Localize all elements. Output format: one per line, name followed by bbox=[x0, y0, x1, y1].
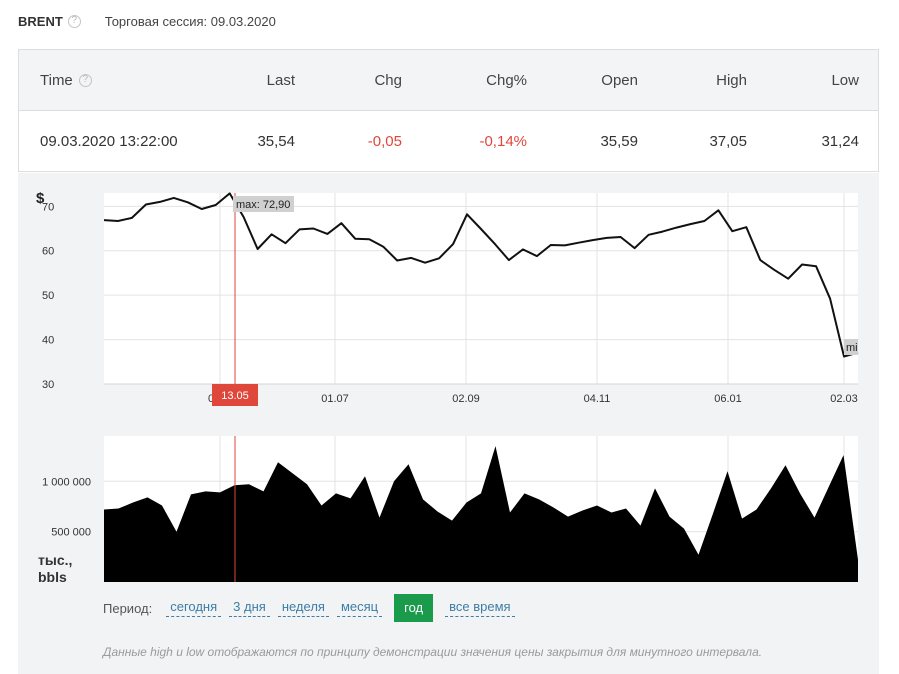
x-tick-label-fragment: 0 bbox=[208, 393, 214, 405]
y-axis-unit-label: $ bbox=[36, 190, 45, 207]
help-icon[interactable]: ? bbox=[67, 14, 81, 28]
cursor-date-label: 13.05 bbox=[221, 390, 249, 402]
x-tick-label: 01.07 bbox=[321, 393, 349, 405]
footnote: Данные high и low отображаются по принци… bbox=[103, 645, 763, 659]
y-tick-label: 30 bbox=[42, 379, 54, 391]
y-tick-label: 40 bbox=[42, 335, 54, 347]
min-label-box bbox=[844, 339, 858, 355]
quote-table: Time ? Last Chg Chg% Open High Low 09.03… bbox=[18, 49, 879, 172]
period-option-today[interactable]: сегодня bbox=[166, 599, 222, 617]
period-option-year[interactable]: год bbox=[394, 594, 434, 622]
x-tick-label: 02.09 bbox=[452, 393, 480, 405]
x-tick-label: 04.11 bbox=[584, 393, 611, 405]
instrument-header: BRENT ? Торговая сессия: 09.03.2020 bbox=[18, 11, 276, 31]
volume-unit-label: тыс., bbox=[38, 552, 72, 568]
period-option-week[interactable]: неделя bbox=[277, 599, 329, 617]
min-label: mi bbox=[846, 342, 858, 354]
column-header-chg-pct: Chg% bbox=[486, 71, 527, 89]
cell-open: 35,59 bbox=[600, 133, 638, 150]
column-header-high: High bbox=[716, 71, 747, 89]
table-row: 09.03.2020 13:22:00 35,54 -0,05 -0,14% 3… bbox=[19, 111, 878, 172]
period-label: Период: bbox=[103, 600, 153, 616]
y-tick-label: 50 bbox=[42, 290, 54, 302]
column-header-low: Low bbox=[831, 71, 859, 89]
cell-low: 31,24 bbox=[821, 133, 859, 150]
chart-panel: $30 40 50 60 70 01.07 02.09 04.11 06.01 02.03 0 max… bbox=[18, 173, 879, 674]
y-tick-label: 70 bbox=[42, 201, 54, 213]
period-option-all-time[interactable]: все время bbox=[445, 599, 515, 617]
cell-chg: -0,05 bbox=[367, 133, 402, 150]
max-label-box bbox=[233, 196, 294, 212]
volume-chart[interactable]: 500 000 1 000 000 тыс.,bbls bbox=[18, 173, 879, 593]
x-tick-label: 02.03 bbox=[830, 393, 858, 405]
volume-unit-label: bbls bbox=[38, 569, 67, 585]
cell-chg-pct: -0,14% bbox=[479, 133, 527, 150]
price-line bbox=[103, 192, 859, 358]
price-chart[interactable]: $30 40 50 60 70 01.07 02.09 04.11 06.01 02.03 0 max… bbox=[18, 173, 879, 413]
cell-high: 37,05 bbox=[709, 133, 747, 150]
ticker-symbol: BRENT bbox=[18, 13, 63, 29]
period-option-month[interactable]: месяц bbox=[336, 599, 383, 617]
price-plot-area bbox=[104, 193, 858, 384]
cursor-date-box bbox=[212, 384, 258, 406]
period-selector: Период: сегодня 3 дня неделя месяц год в… bbox=[103, 593, 519, 623]
y-tick-label: 500 000 bbox=[51, 527, 91, 539]
y-tick-label: 1 000 000 bbox=[42, 476, 91, 488]
cell-last: 35,54 bbox=[257, 133, 295, 150]
cell-time: 09.03.2020 13:22:00 bbox=[40, 133, 178, 150]
column-header-time: Time ? bbox=[40, 50, 92, 110]
period-option-3days[interactable]: 3 дня bbox=[229, 599, 270, 617]
volume-area bbox=[104, 446, 858, 582]
help-icon[interactable]: ? bbox=[78, 73, 92, 87]
column-header-chg: Chg bbox=[374, 71, 402, 89]
x-tick-label: 06.01 bbox=[714, 393, 742, 405]
session-date: Торговая сессия: 09.03.2020 bbox=[104, 13, 276, 29]
column-header-open: Open bbox=[601, 71, 638, 89]
table-header: Time ? Last Chg Chg% Open High Low bbox=[19, 50, 878, 111]
column-header-last: Last bbox=[266, 71, 295, 89]
max-label: max: 72,90 bbox=[236, 199, 290, 211]
y-tick-label: 60 bbox=[42, 246, 54, 258]
